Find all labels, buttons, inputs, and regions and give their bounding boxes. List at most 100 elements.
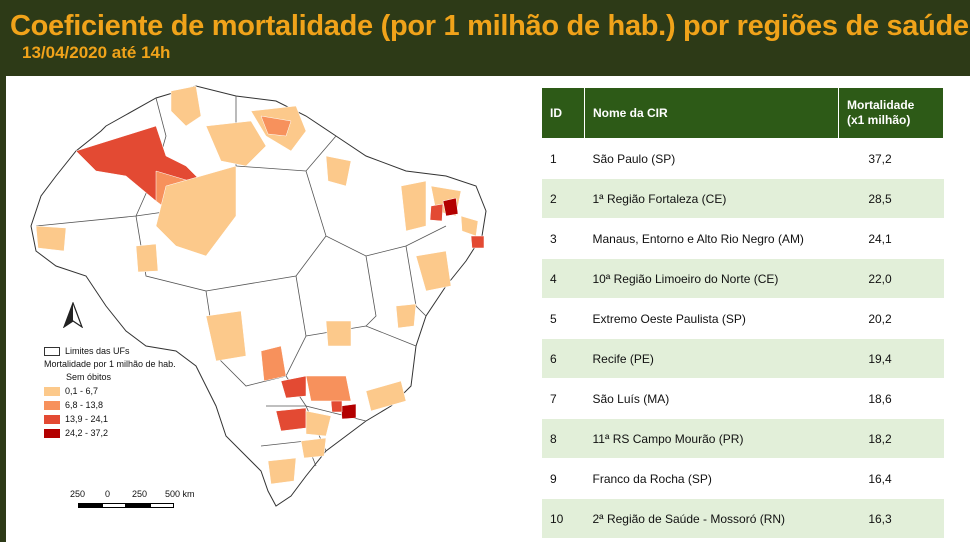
region-rj <box>365 380 407 412</box>
region-limoeiro <box>429 203 444 222</box>
scale-bar: 250 0 250 500 km <box>70 489 210 508</box>
legend-swatch <box>44 428 60 438</box>
cell-value: 22,0 <box>838 258 944 299</box>
cell-name: 10ª Região Limoeiro do Norte (CE) <box>584 258 839 299</box>
region-sp-capital <box>340 403 357 420</box>
cell-name: 1ª Região Fortaleza (CE) <box>584 178 839 219</box>
legend-swatch <box>44 414 60 424</box>
scale-label: 250 <box>70 489 86 499</box>
region-acre <box>35 225 67 252</box>
region-fortaleza <box>442 197 459 217</box>
page-title: Coeficiente de mortalidade (por 1 milhão… <box>10 10 970 42</box>
cell-id: 9 <box>542 458 585 499</box>
table-row: 10 2ª Região de Saúde - Mossoró (RN) 16,… <box>542 498 944 538</box>
cell-value: 28,5 <box>838 178 944 219</box>
cell-name: São Paulo (SP) <box>584 138 839 179</box>
cell-name: 2ª Região de Saúde - Mossoró (RN) <box>584 498 839 538</box>
cell-id: 7 <box>542 378 585 419</box>
region-mg-1 <box>395 303 417 329</box>
cell-id: 2 <box>542 178 585 219</box>
cell-name: Extremo Oeste Paulista (SP) <box>584 298 839 339</box>
ranking-table: ID Nome da CIR Mortalidade (x1 milhão) 1… <box>542 88 944 538</box>
legend-swatch <box>44 400 60 410</box>
cell-id: 3 <box>542 218 585 259</box>
header-banner: Coeficiente de mortalidade (por 1 milhão… <box>0 0 970 76</box>
table-row: 5 Extremo Oeste Paulista (SP) 20,2 <box>542 298 944 339</box>
region-roraima <box>170 85 202 127</box>
region-ms <box>260 345 287 382</box>
cell-name: Franco da Rocha (SP) <box>584 458 839 499</box>
header-mortality-line1: Mortalidade <box>847 98 915 112</box>
region-maranhao <box>325 155 352 187</box>
scale-label: 500 km <box>165 489 195 499</box>
header-mortality-line2: (x1 milhão) <box>847 113 911 127</box>
cell-value: 16,4 <box>838 458 944 499</box>
region-sp-franco <box>330 399 343 413</box>
legend-class-label: 6,8 - 13,8 <box>65 400 104 410</box>
region-go <box>325 320 352 347</box>
table-row: 7 São Luís (MA) 18,6 <box>542 378 944 419</box>
table-header-row: ID Nome da CIR Mortalidade (x1 milhão) <box>542 88 944 139</box>
region-sp-west <box>280 375 307 399</box>
legend-class-row: 24,2 - 37,2 <box>44 426 176 440</box>
cell-id: 5 <box>542 298 585 339</box>
table-row: 8 11ª RS Campo Mourão (PR) 18,2 <box>542 418 944 459</box>
cell-value: 19,4 <box>838 338 944 379</box>
table-row: 3 Manaus, Entorno e Alto Rio Negro (AM) … <box>542 218 944 259</box>
cell-name: 11ª RS Campo Mourão (PR) <box>584 418 839 459</box>
cell-name: Manaus, Entorno e Alto Rio Negro (AM) <box>584 218 839 259</box>
legend-uf-swatch <box>44 346 60 356</box>
legend-class-label: 13,9 - 24,1 <box>65 414 109 424</box>
cell-name: Recife (PE) <box>584 338 839 379</box>
cell-value: 37,2 <box>838 138 944 179</box>
region-bahia <box>415 250 452 292</box>
region-pr <box>275 407 307 432</box>
cell-id: 4 <box>542 258 585 299</box>
cell-value: 18,6 <box>838 378 944 419</box>
table-row: 4 10ª Região Limoeiro do Norte (CE) 22,0 <box>542 258 944 299</box>
table-row: 9 Franco da Rocha (SP) 16,4 <box>542 458 944 499</box>
uf-border <box>365 255 377 327</box>
header-mortality: Mortalidade (x1 milhão) <box>838 88 944 139</box>
brazil-map-panel: Limites das UFs Mortalidade por 1 milhão… <box>6 76 516 542</box>
table-row: 6 Recife (PE) 19,4 <box>542 338 944 379</box>
legend-class-row: 6,8 - 13,8 <box>44 398 176 412</box>
region-rondonia <box>135 243 159 273</box>
north-arrow-icon <box>62 301 84 333</box>
cell-value: 20,2 <box>838 298 944 339</box>
scale-label: 0 <box>105 489 111 499</box>
cell-value: 16,3 <box>838 498 944 538</box>
left-border <box>0 76 6 542</box>
legend-title: Mortalidade por 1 milhão de hab. <box>44 359 176 369</box>
cell-name: São Luís (MA) <box>584 378 839 419</box>
region-para-north <box>260 115 292 137</box>
legend-uf-label: Limites das UFs <box>65 346 130 356</box>
cell-id: 8 <box>542 418 585 459</box>
cell-id: 1 <box>542 138 585 179</box>
region-rs <box>267 457 297 485</box>
legend-class-row: 0,1 - 6,7 <box>44 384 176 398</box>
region-para-west <box>155 165 237 257</box>
cell-value: 24,1 <box>838 218 944 259</box>
scale-segments <box>78 503 210 508</box>
legend-class-label: 24,2 - 37,2 <box>65 428 109 438</box>
region-pr-other <box>305 410 332 437</box>
cell-id: 10 <box>542 498 585 538</box>
region-sp-other <box>305 375 352 402</box>
legend-class-label: 0,1 - 6,7 <box>65 386 99 396</box>
header-name: Nome da CIR <box>584 88 839 139</box>
map-legend: Limites das UFs Mortalidade por 1 milhão… <box>44 344 176 440</box>
legend-no-deaths: Sem óbitos <box>66 372 112 382</box>
region-sc <box>300 437 327 459</box>
region-recife <box>470 235 485 249</box>
brazil-map <box>30 85 487 507</box>
table-row: 2 1ª Região Fortaleza (CE) 28,5 <box>542 178 944 219</box>
region-amapa-south <box>205 120 267 167</box>
uf-border <box>266 405 327 452</box>
page-subtitle: 13/04/2020 até 14h <box>22 43 171 62</box>
table-row: 1 São Paulo (SP) 37,2 <box>542 138 944 179</box>
legend-swatch <box>44 386 60 396</box>
cell-id: 6 <box>542 338 585 379</box>
legend-uf-row: Limites das UFs <box>44 344 176 358</box>
scale-label: 250 <box>132 489 148 499</box>
